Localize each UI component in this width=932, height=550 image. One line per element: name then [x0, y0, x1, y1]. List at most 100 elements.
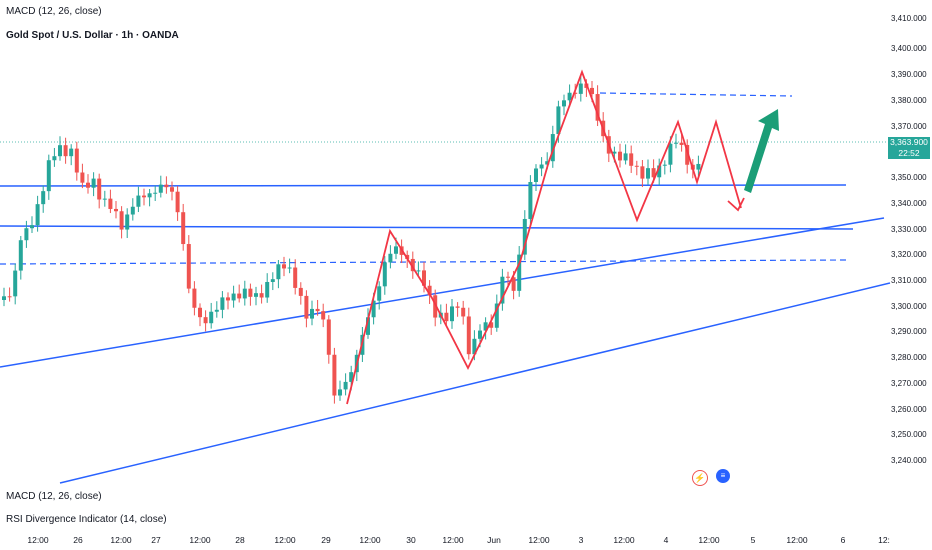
candle-body: [550, 134, 555, 162]
macd-pane-label[interactable]: MACD (12, 26, close): [6, 491, 102, 502]
candle-body: [478, 330, 482, 339]
candle-body: [220, 297, 225, 310]
candle-body: [332, 354, 337, 396]
candle-body: [623, 153, 628, 161]
candle-body: [24, 228, 29, 241]
candle-body: [612, 151, 617, 154]
price-tick: 3,410.000: [891, 14, 927, 23]
candle-body: [450, 306, 454, 322]
candle-body: [125, 214, 130, 230]
candle-body: [662, 164, 667, 166]
trendline-upper: [0, 217, 885, 368]
candle-body: [203, 317, 208, 324]
candle-body: [427, 285, 432, 296]
candle-body: [35, 204, 40, 226]
candle-body: [18, 240, 23, 271]
candle-body: [231, 293, 236, 301]
candle-body: [164, 184, 169, 188]
candle-body: [674, 142, 678, 144]
candle-body: [528, 182, 533, 219]
time-tick: 26: [73, 535, 83, 545]
candle-body: [158, 184, 163, 193]
candle-body: [489, 322, 494, 328]
price-tick: 3,330.000: [891, 225, 927, 234]
candle-body: [192, 288, 197, 308]
candle-body: [226, 297, 230, 301]
time-tick: 12:00: [110, 535, 132, 545]
candle-body: [147, 193, 152, 198]
candle-body: [276, 264, 281, 280]
price-tick: 3,300.000: [891, 302, 927, 311]
time-tick: 12:00: [613, 535, 635, 545]
candle-body: [304, 295, 309, 319]
candle-body: [578, 83, 583, 94]
candle-body: [444, 312, 449, 322]
candle-body: [461, 307, 466, 317]
time-tick: 30: [406, 535, 416, 545]
candle-body: [259, 293, 264, 298]
candle-body: [214, 309, 219, 312]
candle-body: [422, 270, 426, 286]
symbol-title[interactable]: Gold Spot / U.S. Dollar · 1h · OANDA: [6, 30, 179, 41]
price-tick: 3,400.000: [891, 44, 927, 53]
candle-body: [119, 211, 124, 230]
candle-body: [651, 168, 656, 178]
candle-body: [382, 262, 387, 287]
rsi-pane-label[interactable]: RSI Divergence Indicator (14, close): [6, 514, 167, 525]
candle-body: [640, 166, 645, 179]
dashed-line-mid: [0, 259, 847, 265]
time-tick: 12:00: [528, 535, 550, 545]
candle-body: [58, 145, 62, 157]
us-flag-event-icon[interactable]: ≡: [716, 469, 730, 483]
candle-body: [511, 277, 516, 291]
candle-body: [265, 281, 270, 298]
candle-body: [618, 151, 622, 161]
candle-body: [657, 165, 662, 178]
price-tick: 3,280.000: [891, 353, 927, 362]
lightning-event-icon[interactable]: ⚡: [692, 470, 708, 486]
candle-body: [410, 258, 415, 272]
candle-body: [52, 156, 57, 161]
time-tick: 4: [663, 535, 669, 545]
candle-body: [433, 295, 438, 318]
time-tick: 12:00: [786, 535, 808, 545]
candle-body: [310, 308, 314, 319]
candle-body: [534, 168, 538, 183]
candle-body: [696, 163, 701, 170]
candle-body: [388, 253, 393, 263]
candle-body: [293, 267, 298, 288]
time-tick: 12:00: [698, 535, 720, 545]
candle-body: [539, 164, 544, 169]
price-axis[interactable]: 3,410.000 3,400.000 3,390.000 3,380.000 …: [886, 0, 932, 530]
candle-body: [416, 270, 421, 272]
price-tick: 3,240.000: [891, 456, 927, 465]
price-tick: 3,350.000: [891, 173, 927, 182]
candle-body: [130, 206, 135, 215]
last-price: 3,363.900: [890, 137, 928, 147]
candle-body: [321, 311, 326, 320]
time-tick: 12:00: [274, 535, 296, 545]
price-tick: 3,260.000: [891, 405, 927, 414]
time-tick: Jun: [487, 535, 501, 545]
candle-body: [394, 246, 398, 254]
candle-body: [74, 148, 79, 173]
candle-body: [209, 311, 214, 324]
candle-body: [282, 264, 286, 269]
candle-body: [108, 198, 113, 209]
candle-body: [97, 178, 102, 200]
candle-body: [629, 153, 634, 166]
price-tick: 3,250.000: [891, 430, 927, 439]
candle-body: [500, 276, 505, 304]
time-tick: 28: [235, 535, 245, 545]
candle-body: [287, 267, 292, 269]
candle-body: [573, 92, 578, 94]
candle-body: [338, 389, 342, 396]
candle-body: [86, 182, 90, 188]
time-tick: 5: [750, 535, 756, 545]
candle-body: [142, 195, 146, 198]
time-tick: 12:: [878, 535, 890, 545]
candle-body: [91, 178, 96, 188]
candle-body: [298, 287, 303, 296]
